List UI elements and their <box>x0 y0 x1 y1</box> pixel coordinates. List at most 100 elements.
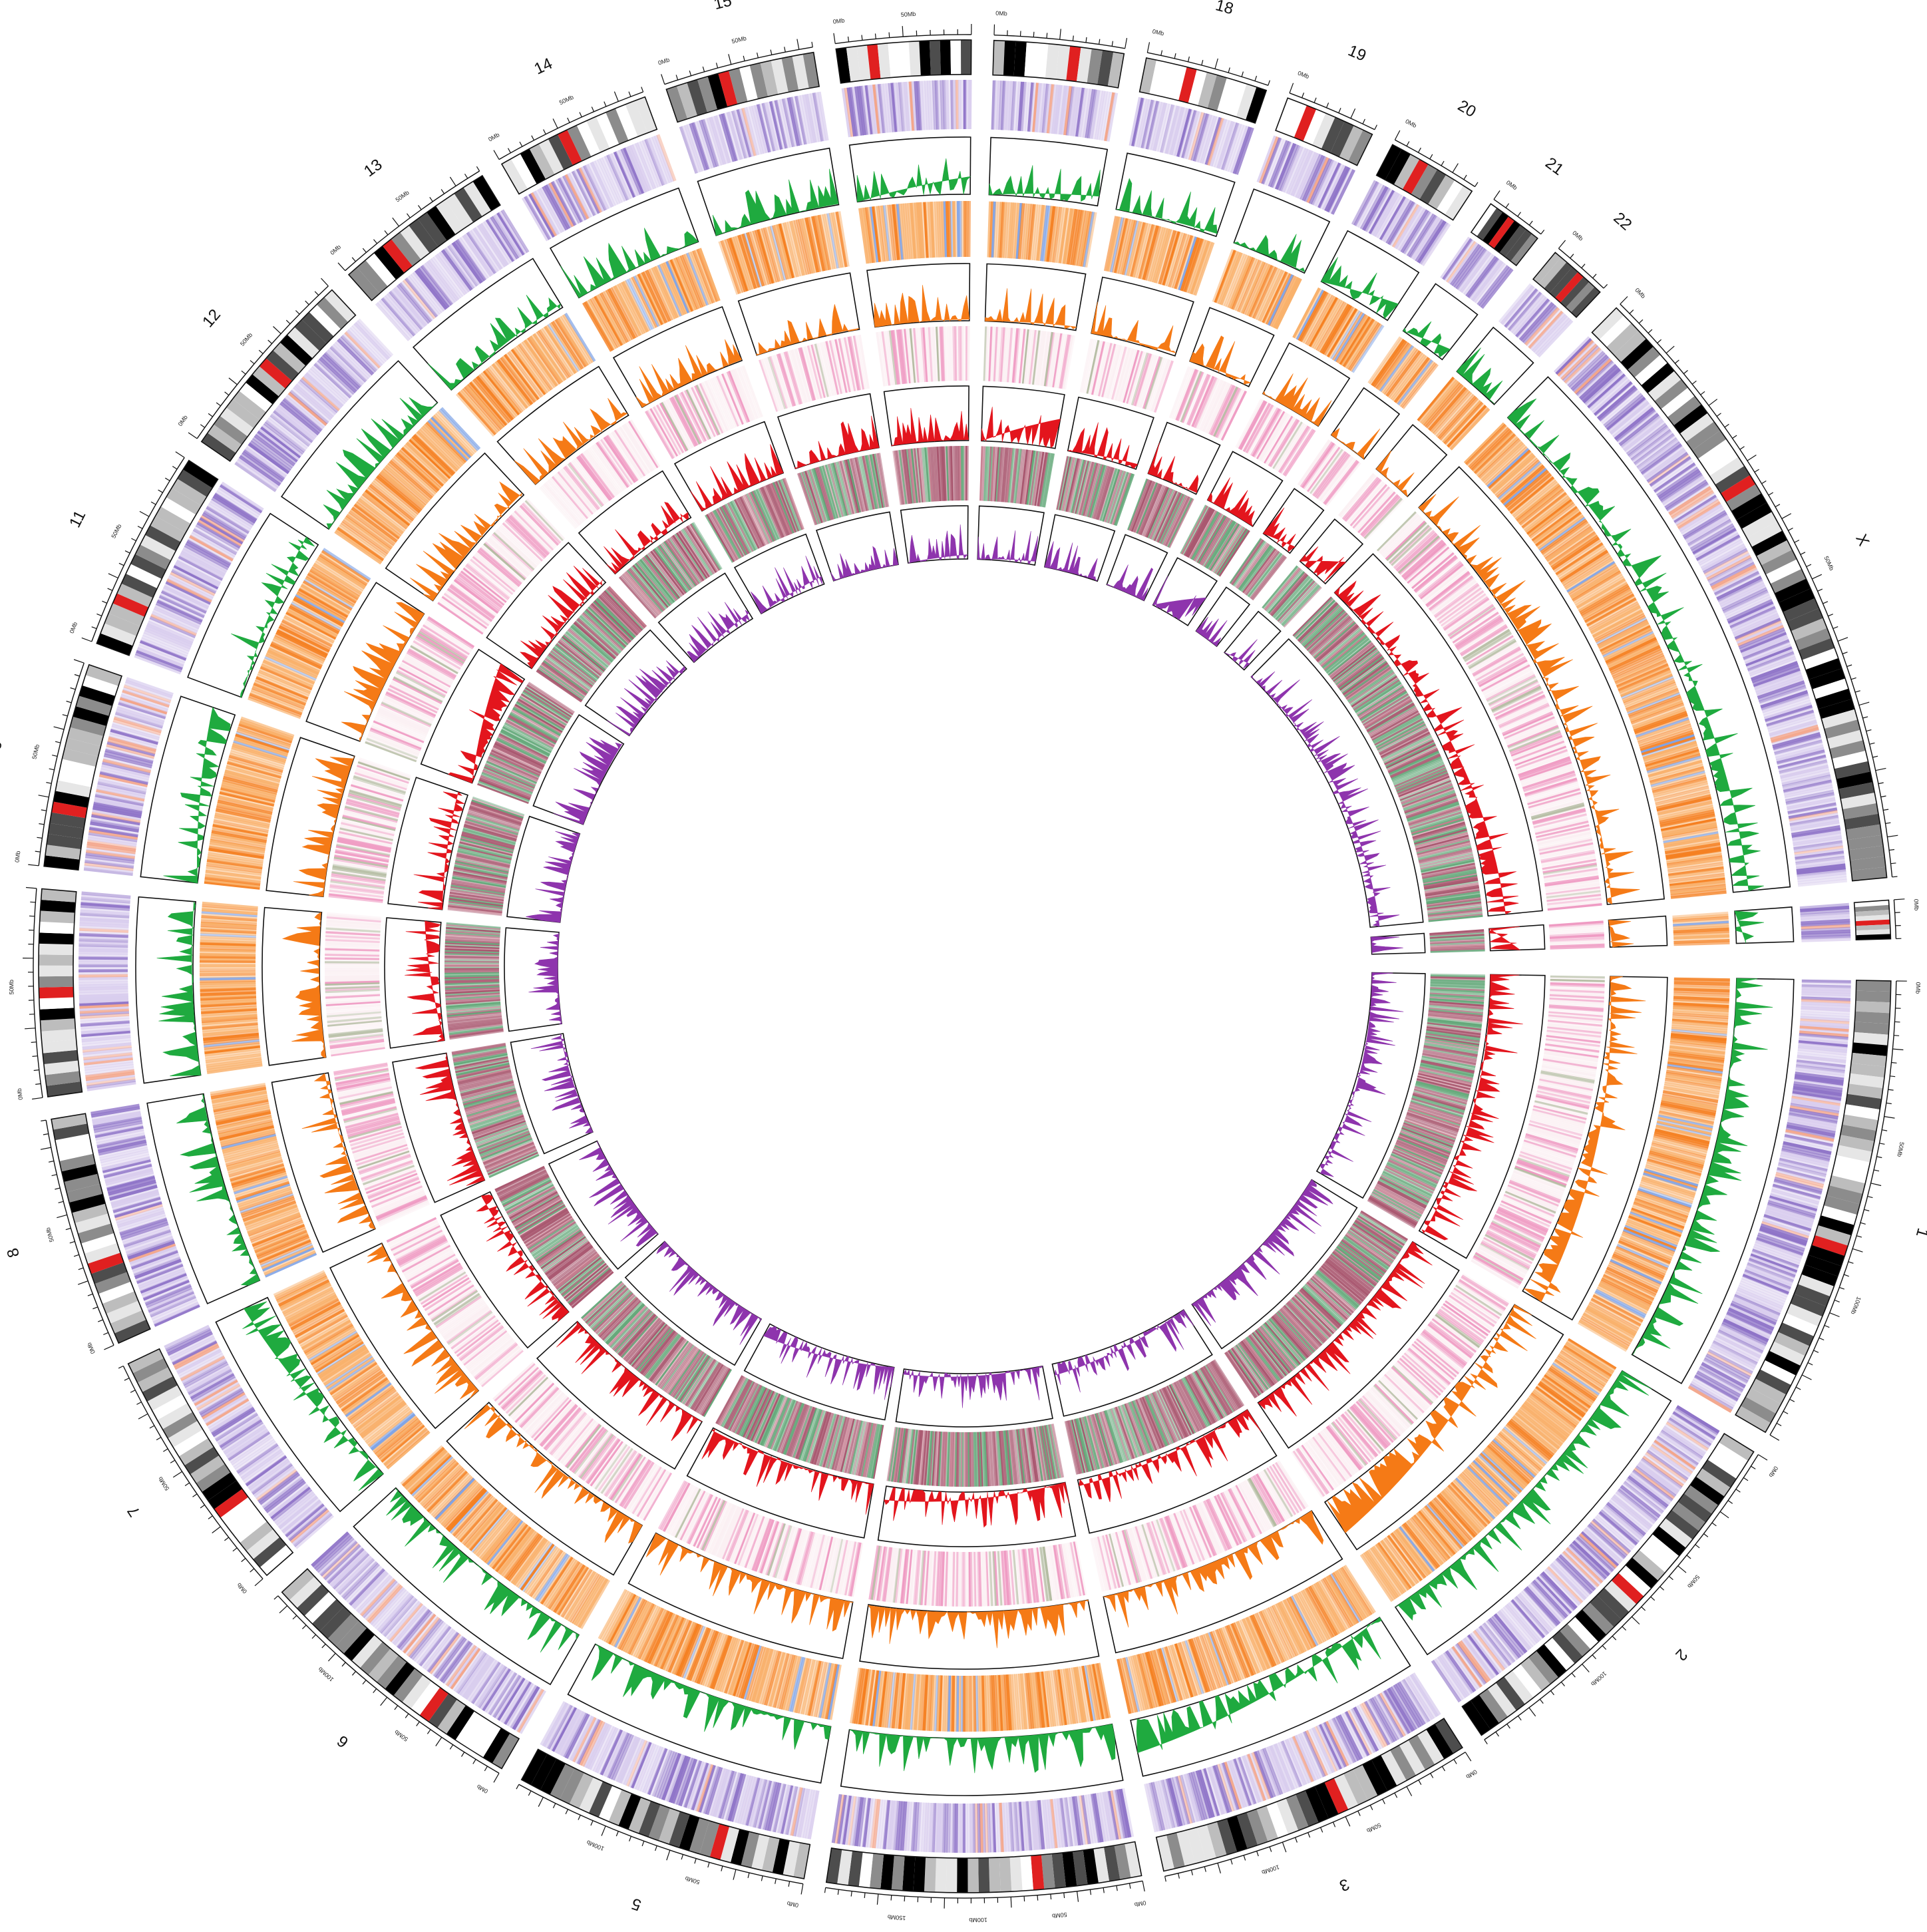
heatmap-cell <box>1146 1783 1160 1832</box>
ideogram-band <box>1839 782 1875 799</box>
ideogram-band <box>699 1820 720 1857</box>
heatmap-cell <box>1395 1529 1432 1575</box>
heatmap-cell <box>1745 1266 1793 1288</box>
tick-mark <box>216 402 221 407</box>
heatmap-cell <box>486 367 524 413</box>
heatmap-cell <box>1101 91 1113 141</box>
heatmap-cell <box>1504 288 1538 328</box>
tick-mark <box>418 205 422 210</box>
heatmap-cell <box>307 572 357 604</box>
tick-mark <box>212 1526 221 1533</box>
heatmap-cell <box>889 1672 898 1728</box>
heatmap-cell <box>1331 169 1355 215</box>
heatmap-cell <box>367 1410 413 1448</box>
heatmap-cell <box>262 1247 315 1272</box>
heatmap-cell <box>1754 1242 1802 1262</box>
tick-label: 50Mb <box>731 35 747 45</box>
heatmap-cell <box>1671 1024 1728 1033</box>
ideogram-band <box>1045 43 1059 79</box>
tick-label: 0Mb <box>16 1088 24 1101</box>
heatmap-cell <box>858 208 869 264</box>
heatmap-cell <box>1605 1268 1658 1295</box>
ideogram-band <box>1321 117 1345 153</box>
tick-mark <box>655 1845 657 1851</box>
density-area <box>1403 321 1451 358</box>
heatmap-cell <box>1658 1116 1713 1131</box>
heatmap-cell <box>278 1279 330 1307</box>
heatmap-cell <box>204 878 260 888</box>
heatmap-cell <box>125 1236 174 1255</box>
ideogram-band <box>718 71 738 107</box>
heatmap-cell <box>1672 1014 1729 1022</box>
heatmap-cell <box>773 1652 790 1708</box>
tick-label: 0Mb <box>1152 28 1164 37</box>
heatmap-cell <box>730 1641 750 1696</box>
tick-mark <box>1528 1707 1536 1717</box>
track-frame <box>1233 188 1331 274</box>
heatmap-cell <box>1439 1491 1479 1535</box>
heatmap-cell <box>107 1177 156 1193</box>
heatmap-cell <box>357 318 394 357</box>
tick-mark <box>1518 1716 1522 1721</box>
ideogram-band <box>220 407 254 437</box>
heatmap-cell <box>555 178 582 224</box>
ideogram-band <box>1782 1312 1819 1336</box>
heatmap-cell <box>553 319 586 369</box>
heatmap-cell <box>597 158 621 205</box>
heatmap-cell <box>1781 1148 1831 1163</box>
heatmap-cell <box>86 847 136 857</box>
ideogram-band <box>324 290 356 323</box>
heatmap-cell <box>1735 1292 1782 1314</box>
heatmap-cell <box>1591 1296 1643 1325</box>
tick-mark <box>188 432 198 439</box>
heatmap-cell <box>597 1728 621 1775</box>
heatmap-cell <box>205 1053 262 1063</box>
heatmap-cell <box>241 1197 295 1218</box>
heatmap-cell <box>1510 1417 1556 1455</box>
heatmap-cell <box>200 976 256 981</box>
heatmap-cell <box>286 609 338 638</box>
heatmap-cell <box>254 680 307 704</box>
heatmap-cell <box>1528 1583 1564 1622</box>
heatmap-cell <box>612 1595 640 1647</box>
heatmap-cell <box>1778 1160 1827 1175</box>
density-area <box>281 912 327 1058</box>
heatmap-cell <box>346 329 383 367</box>
heatmap-cell <box>131 1252 180 1272</box>
green-density-track <box>135 136 1795 1796</box>
track-frame <box>1734 906 1795 944</box>
heatmap-cell <box>1624 1225 1677 1249</box>
heatmap-cell <box>1747 1260 1795 1281</box>
heatmap-cell <box>234 1177 289 1197</box>
heatmap-cell <box>315 559 365 592</box>
heatmap-cell <box>1067 1668 1079 1724</box>
heatmap-cell <box>713 1769 730 1818</box>
heatmap-cell <box>1727 1309 1773 1333</box>
heatmap-cell <box>1658 469 1701 499</box>
ideogram-band <box>437 1699 466 1734</box>
heatmap-cell <box>705 1766 723 1816</box>
heatmap-cell <box>1220 1627 1244 1680</box>
ideogram-band <box>538 138 564 175</box>
tick-mark <box>1869 742 1875 745</box>
heatmap-cell <box>371 480 417 518</box>
ideogram-band <box>1158 62 1177 98</box>
heatmap-cell <box>1385 200 1413 244</box>
heatmap-cell <box>1037 83 1045 133</box>
heatmap-cell <box>339 1375 387 1410</box>
tick-mark <box>747 1872 750 1878</box>
ideogram-band <box>201 433 236 461</box>
heatmap-cell <box>549 322 582 371</box>
heatmap-cell <box>1714 1336 1761 1361</box>
heatmap-cell <box>525 338 560 386</box>
tick-mark <box>1739 446 1745 450</box>
tick-axis <box>664 47 813 85</box>
heatmap-cell <box>1440 236 1471 280</box>
heatmap-cell <box>260 1243 313 1268</box>
heatmap-cell <box>763 227 781 282</box>
heatmap-cell <box>351 1390 398 1426</box>
heatmap-cell <box>264 1252 317 1278</box>
heatmap-cell <box>1053 1670 1063 1726</box>
heatmap-cell <box>1509 293 1544 333</box>
track-frame <box>1320 230 1420 321</box>
